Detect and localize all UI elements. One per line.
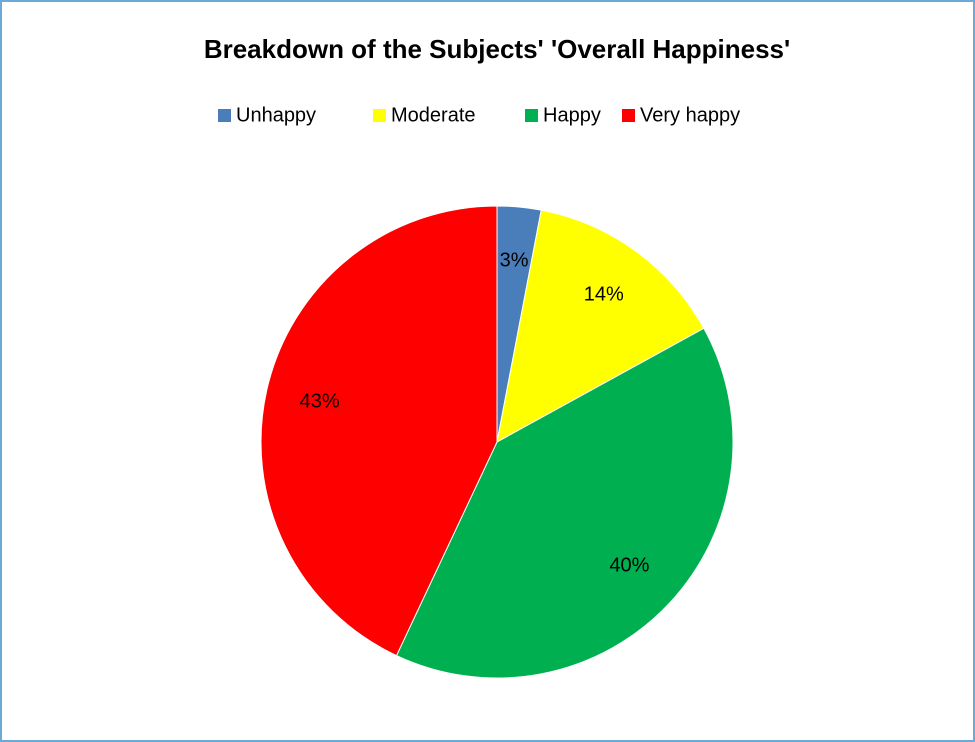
legend-swatch	[525, 109, 538, 122]
pie-slice	[395, 327, 734, 679]
data-label: 43%	[300, 391, 340, 413]
pie-slice	[496, 209, 705, 443]
data-label: 3%	[500, 249, 529, 271]
legend-swatch	[373, 109, 386, 122]
legend-swatch	[622, 109, 635, 122]
pie-slice	[260, 205, 498, 657]
legend-label: Very happy	[640, 104, 740, 126]
legend-label: Happy	[543, 104, 601, 126]
chart-title: Breakdown of the Subjects' 'Overall Happ…	[204, 34, 790, 64]
legend-label: Moderate	[391, 104, 476, 126]
data-label: 40%	[609, 555, 649, 577]
legend-swatch	[218, 109, 231, 122]
data-label: 14%	[584, 283, 624, 305]
legend-label: Unhappy	[236, 104, 316, 126]
